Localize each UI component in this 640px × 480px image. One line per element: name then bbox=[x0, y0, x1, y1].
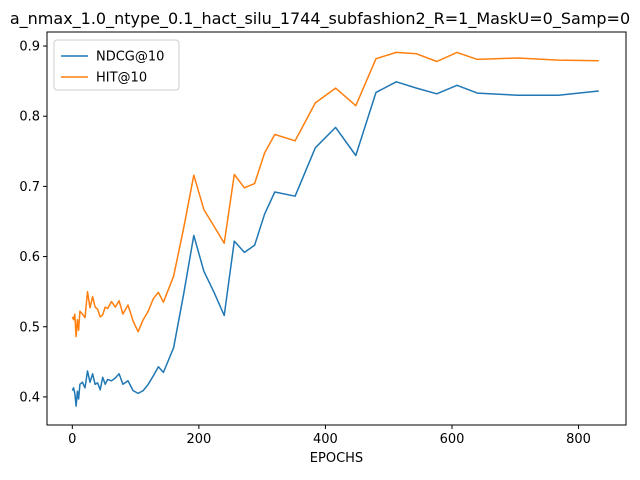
x-tick-label: 200 bbox=[186, 432, 211, 447]
chart-title: a_nmax_1.0_ntype_0.1_hact_silu_1744_subf… bbox=[10, 9, 630, 29]
legend-label: HIT@10 bbox=[96, 71, 147, 86]
legend: NDCG@10 HIT@10 bbox=[53, 39, 180, 91]
y-tick-label: 0.4 bbox=[19, 390, 40, 405]
series-line-ndcg-10 bbox=[71, 81, 599, 407]
x-axis-label: EPOCHS bbox=[310, 451, 363, 466]
y-axis: 0.4 0.5 0.6 0.7 0.8 0.9 bbox=[19, 40, 47, 405]
legend-label: NDCG@10 bbox=[96, 50, 164, 65]
y-tick-label: 0.6 bbox=[19, 250, 40, 265]
x-tick-label: 0 bbox=[68, 432, 76, 447]
x-tick-label: 600 bbox=[440, 432, 465, 447]
x-tick-label: 800 bbox=[566, 432, 591, 447]
x-tick-label: 400 bbox=[313, 432, 338, 447]
y-tick-label: 0.8 bbox=[19, 110, 40, 125]
plot-frame bbox=[46, 31, 627, 426]
series-lines bbox=[71, 51, 599, 407]
y-tick-label: 0.9 bbox=[19, 40, 40, 55]
series-line-hit-10 bbox=[71, 51, 599, 338]
y-tick-label: 0.5 bbox=[19, 320, 40, 335]
x-axis: 0 200 400 600 800 bbox=[68, 425, 591, 447]
y-tick-label: 0.7 bbox=[19, 180, 40, 195]
